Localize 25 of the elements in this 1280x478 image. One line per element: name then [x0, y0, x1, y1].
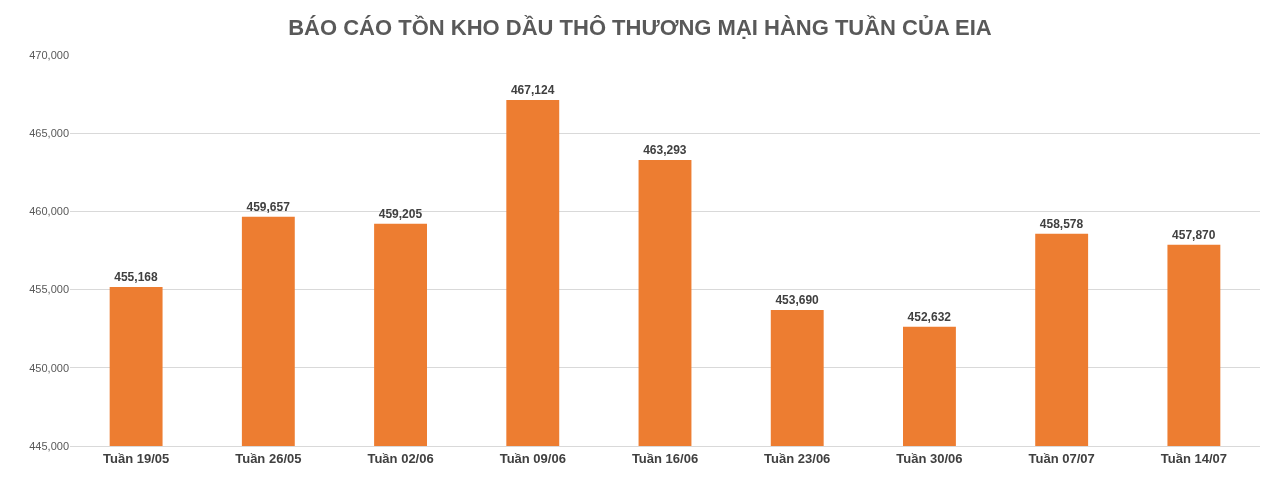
x-tick-label: Tuần 14/07	[1160, 450, 1228, 466]
data-label: 459,657	[246, 199, 291, 214]
y-tick-label: 455,000	[29, 283, 69, 296]
data-label: 459,205	[378, 206, 423, 221]
x-tick-label: Tuần 30/06	[896, 450, 963, 466]
x-tick-label: Tuần 02/06	[367, 450, 434, 466]
data-label: 463,293	[643, 142, 687, 157]
x-tick-label: Tuần 07/07	[1028, 450, 1095, 466]
chart-title: BÁO CÁO TỒN KHO DẦU THÔ THƯƠNG MẠI HÀNG TUẦN CỦA EIA	[288, 14, 992, 40]
data-label: 455,168	[114, 269, 158, 284]
y-tick-label: 465,000	[29, 127, 69, 140]
data-label: 453,690	[775, 293, 820, 308]
x-tick-label: Tuần 19/05	[102, 450, 170, 466]
data-label: 458,578	[1039, 216, 1084, 231]
x-tick-label: Tuần 26/05	[235, 450, 302, 466]
data-label: 457,870	[1172, 227, 1216, 242]
y-tick-label: 450,000	[29, 361, 69, 374]
y-tick-label: 460,000	[29, 205, 69, 218]
x-tick-label: Tuần 09/06	[499, 450, 566, 466]
data-label: 452,632	[907, 309, 952, 324]
y-tick-label: 470,000	[29, 48, 69, 61]
x-tick-label: Tuần 16/06	[631, 450, 699, 466]
x-tick-label: Tuần 23/06	[764, 450, 831, 466]
data-label: 467,124	[510, 82, 555, 97]
y-tick-label: 445,000	[29, 439, 69, 452]
